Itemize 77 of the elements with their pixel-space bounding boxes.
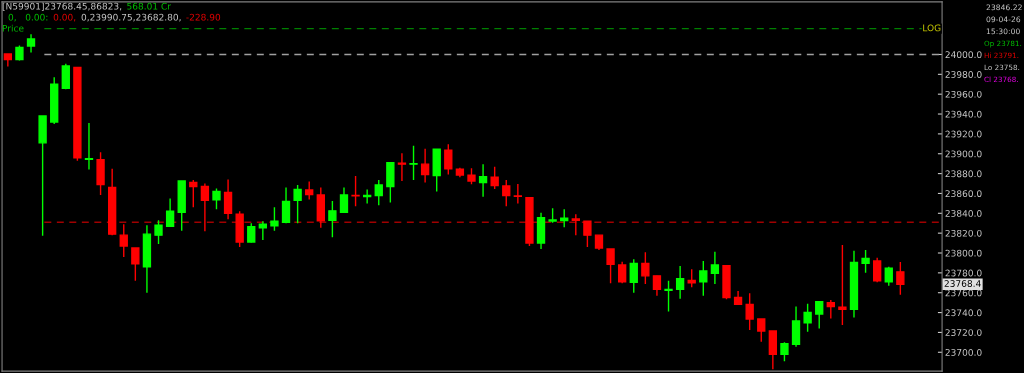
candlestick — [490, 165, 499, 190]
candlestick — [247, 222, 256, 244]
y-tick-label: 23880.0 — [945, 170, 982, 178]
y-tick-label: 23820.0 — [945, 229, 982, 237]
candlestick — [617, 261, 627, 284]
candlestick — [641, 251, 650, 285]
candlestick — [710, 251, 720, 285]
candlestick — [872, 256, 882, 283]
candlestick — [629, 258, 638, 294]
candlestick — [757, 318, 766, 343]
candlestick — [351, 175, 360, 208]
annotation: 0.00, — [53, 13, 76, 22]
candlestick — [397, 152, 407, 182]
annotation: Price — [2, 24, 24, 32]
candlestick — [664, 280, 673, 313]
candlestick — [328, 200, 337, 238]
candlestick — [26, 33, 36, 54]
annotation: 0, 0.00: — [8, 13, 48, 22]
candlestick — [293, 184, 302, 224]
y-tick-label: 23980.0 — [945, 71, 982, 78]
candlestick — [745, 292, 754, 331]
y-tick-label: 23740.0 — [945, 309, 982, 317]
candlestick — [699, 260, 708, 297]
candlestick — [119, 223, 128, 258]
y-tick-label: 23920.0 — [945, 130, 982, 138]
candlestick — [513, 183, 523, 205]
candlestick — [281, 186, 291, 224]
candlestick — [884, 266, 893, 287]
annotation: 0,23990.75,23682.80, — [81, 13, 181, 22]
y-tick-label: 23720.0 — [945, 329, 982, 336]
y-tick-label: 23800.0 — [945, 249, 982, 257]
candlestick — [223, 178, 233, 220]
candlestick — [571, 213, 580, 236]
candlestick — [212, 187, 221, 211]
y-tick-label: 23760.0 — [945, 289, 982, 297]
candlestick — [606, 248, 615, 284]
candlestick — [826, 299, 835, 320]
candlestick — [61, 62, 70, 90]
annotation: -228.90 — [186, 13, 221, 21]
y-tick-label: 23780.0 — [945, 269, 982, 277]
annotation: 568.01 Cr — [127, 2, 171, 10]
y-tick-label: 23700.0 — [945, 349, 982, 356]
candlestick — [780, 341, 789, 362]
candlestick — [652, 275, 662, 297]
candlestick — [420, 148, 430, 184]
y-tick-label: 24000.0 — [945, 51, 982, 59]
candlestick — [189, 179, 198, 209]
y-tick-label: 23900.0 — [945, 150, 982, 158]
annotation: [N59901]23768.45,86823, — [2, 2, 122, 11]
y-tick-label: 23860.0 — [945, 190, 982, 198]
y-tick-label: 23940.0 — [945, 110, 982, 118]
candlestick — [803, 302, 812, 333]
candlestick — [675, 265, 685, 300]
candlestick — [339, 186, 349, 214]
y-tick-label: 23960.0 — [945, 90, 982, 98]
candlestick — [791, 305, 801, 348]
text: 23768.4 — [944, 280, 981, 287]
candlestick — [861, 249, 870, 274]
candlestick — [896, 261, 905, 296]
candlestick — [165, 197, 175, 227]
candlestick — [131, 247, 140, 282]
candlestick — [374, 179, 383, 207]
candlestick — [768, 330, 778, 371]
candlestick — [409, 145, 418, 181]
candlestick — [84, 122, 94, 171]
y-tick-label: 23840.0 — [945, 210, 982, 217]
candlestick — [478, 163, 488, 198]
candlestick — [444, 143, 453, 176]
ref-line-label: LOG — [923, 24, 941, 32]
candlestick — [154, 219, 163, 245]
candlestick — [502, 179, 511, 208]
candlestick — [270, 206, 279, 232]
candlestick — [815, 300, 824, 330]
candlestick — [200, 182, 210, 232]
candlestick — [583, 220, 592, 248]
candlestick — [386, 161, 395, 204]
candlestick — [838, 244, 847, 326]
